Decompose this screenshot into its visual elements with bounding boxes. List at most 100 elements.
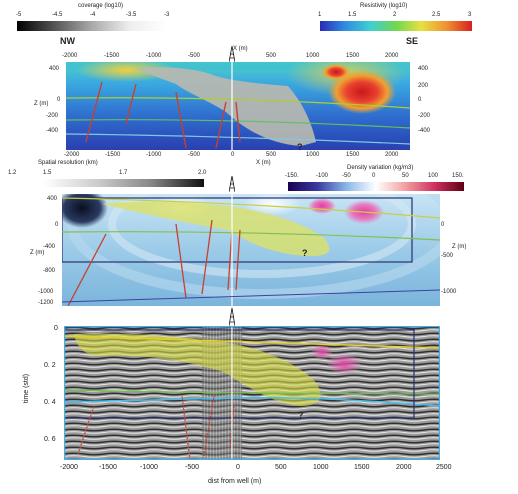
z-tick-right: -400 [418,128,431,134]
conductive-anomaly-large [328,70,396,114]
well-derrick-icon [228,307,236,327]
dist-tick: -2000 [60,464,78,471]
resistivity-tick: 1 [318,12,322,18]
coverage-tick: -4 [90,12,96,18]
pink-anomaly [328,354,360,374]
unknown-marker: ? [298,410,304,420]
fault-line [235,101,241,143]
pink-anomaly [308,198,336,214]
x-axis-label-top: X (m) [233,46,248,52]
yellow-body [74,333,321,406]
spatial-resolution-tick: 1.7 [119,170,128,176]
resistivity-plot [66,62,410,150]
density-frame [62,197,413,263]
green-horizon [64,389,440,395]
time-tick: 0. 4 [44,399,56,406]
seismic-frame [64,326,440,460]
z-axis-label-left: Z (m) [30,250,45,256]
z-tick-left: 400 [49,66,60,72]
dist-tick: 1500 [354,464,370,471]
seismic-plot [64,326,440,460]
coverage-tick: -3.5 [126,12,137,18]
z-axis-label-right: Z (m) [452,244,467,250]
dist-tick: 2000 [396,464,412,471]
yellow-layer-1 [66,97,410,109]
x-tick-bottom: 0 [231,152,235,158]
fault-line [85,81,103,143]
unknown-marker: ? [297,142,303,152]
density-tick: 100 [428,173,439,179]
time-tick: 0. 2 [44,362,56,369]
density-tick: -100 [316,173,329,179]
nw-label: NW [60,36,75,46]
x-tick-top: 500 [266,53,277,59]
time-tick: 0 [54,325,58,332]
fault-line [203,395,215,457]
low-density-body [102,201,330,256]
x-axis-label-bottom: X (m) [256,160,271,166]
x-tick-top: -2000 [62,53,78,59]
resistivity-colorbar-title: Resistivity (log10) [360,3,408,9]
density-colorbar-title: Density variation (kg/m3) [347,165,414,171]
x-tick-bottom: 500 [266,152,277,158]
fault-line [67,233,107,306]
dist-axis-label: dist from well (m) [208,478,262,485]
z-tick-right: 0 [418,97,422,103]
fault-line [235,229,241,291]
fault-line [77,405,95,455]
fault-line [175,223,187,299]
well-derrick-icon [228,45,236,63]
z-tick-left: -400 [46,128,59,134]
coverage-gradient [17,21,167,31]
spatial-resolution-tick: 2.0 [198,170,207,176]
x-tick-top: 2000 [385,53,399,59]
x-tick-bottom: -1000 [146,152,162,158]
coverage-colorbar-title: coverage (log10) [78,3,124,9]
dist-tick: -1500 [99,464,117,471]
x-tick-top: -1000 [146,53,162,59]
fault-line [181,395,191,460]
fault-line [175,91,187,149]
green-layer [62,231,440,241]
z-tick-right: 0 [441,222,445,228]
resistivity-tick: 2 [393,12,397,18]
yellow-horizon [64,335,440,349]
dist-tick: -1000 [140,464,158,471]
resistivity-tick: 3 [468,12,472,18]
density-tick: 50 [402,173,409,179]
z-tick-right: -200 [418,113,431,119]
x-tick-top: 1000 [306,53,320,59]
spatial-resolution-gradient [44,179,204,187]
z-tick-left: -800 [43,268,56,274]
density-tick: -50 [342,173,351,179]
x-tick-bottom: 1500 [346,152,360,158]
z-tick-left: -200 [46,113,59,119]
z-tick-right: -500 [441,253,454,259]
yellow-layer-1 [62,197,440,219]
dist-tick: 0 [236,464,240,471]
x-tick-bottom: -500 [188,152,201,158]
dist-tick: 1000 [313,464,329,471]
density-frame-overlay [64,329,415,419]
density-tick: -150. [285,173,299,179]
x-tick-bottom: 1000 [306,152,320,158]
pink-anomaly [312,345,332,359]
blue-layer [66,133,410,145]
z-tick-left: -400 [43,244,56,250]
density-plot [62,194,440,306]
warm-anomaly-left [76,62,176,82]
coverage-tick: -5 [16,12,22,18]
spatial-resolution-tick: 1.5 [43,170,52,176]
density-tick: 0 [372,173,376,179]
low-coverage-body [136,67,316,146]
x-tick-top: -500 [188,53,201,59]
spatial-resolution-title: Spatial resolution (km) [38,160,98,166]
white-anomaly [242,194,302,216]
fault-line [227,229,233,291]
coverage-tick: -3 [164,12,170,18]
cyan-horizon [64,396,440,407]
resistivity-gradient [320,21,472,31]
z-tick-right: 200 [418,83,429,89]
dist-tick: -500 [185,464,200,471]
fault-line [201,219,213,295]
